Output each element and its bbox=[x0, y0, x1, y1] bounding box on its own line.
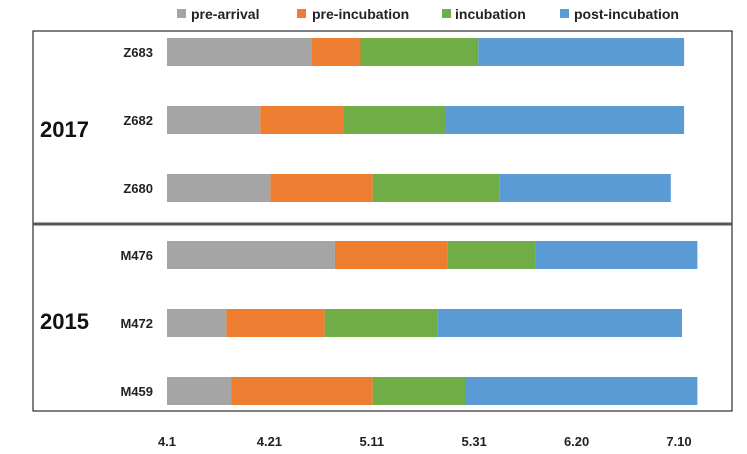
x-tick-label: 6.20 bbox=[564, 434, 589, 449]
bar-segment-m459-incubation bbox=[372, 377, 466, 405]
legend-swatch-post-incubation bbox=[560, 9, 569, 18]
bar-segment-m472-incubation bbox=[324, 309, 438, 337]
bar-segment-m459-pre-arrival bbox=[167, 377, 232, 405]
category-label-m459: M459 bbox=[120, 384, 153, 399]
group-label-2017: 2017 bbox=[40, 117, 89, 142]
category-labels: Z683 Z682 Z680 M476 M472 M459 bbox=[120, 45, 153, 399]
legend-swatch-incubation bbox=[442, 9, 451, 18]
bar-segment-z683-post-incubation bbox=[478, 38, 685, 66]
category-label-m476: M476 bbox=[120, 248, 153, 263]
bar-segment-m472-pre-incubation bbox=[226, 309, 325, 337]
group-label-2015: 2015 bbox=[40, 309, 89, 334]
bar-segment-m459-post-incubation bbox=[466, 377, 698, 405]
x-axis-ticks: 4.1 4.21 5.11 5.31 6.20 7.10 bbox=[158, 434, 692, 449]
bars bbox=[167, 38, 698, 405]
bar-segment-m476-pre-incubation bbox=[334, 241, 448, 269]
bar-segment-m476-incubation bbox=[447, 241, 536, 269]
bar-segment-z680-post-incubation bbox=[499, 174, 671, 202]
legend-swatch-pre-incubation bbox=[297, 9, 306, 18]
bar-segment-z683-incubation bbox=[360, 38, 479, 66]
x-tick-label: 5.31 bbox=[462, 434, 487, 449]
category-label-z680: Z680 bbox=[123, 181, 153, 196]
bar-segment-z683-pre-incubation bbox=[311, 38, 361, 66]
bar-segment-z682-pre-incubation bbox=[260, 106, 344, 134]
bar-segment-z680-incubation bbox=[372, 174, 500, 202]
x-tick-label: 4.1 bbox=[158, 434, 176, 449]
legend: pre-arrival pre-incubation incubation po… bbox=[177, 6, 679, 22]
x-tick-label: 7.10 bbox=[666, 434, 691, 449]
x-tick-label: 5.11 bbox=[360, 434, 385, 449]
legend-swatch-pre-arrival bbox=[177, 9, 186, 18]
x-tick-label: 4.21 bbox=[257, 434, 282, 449]
legend-label-pre-arrival: pre-arrival bbox=[191, 6, 259, 22]
bar-segment-m476-pre-arrival bbox=[167, 241, 335, 269]
bar-segment-z683-pre-arrival bbox=[167, 38, 312, 66]
category-label-z683: Z683 bbox=[123, 45, 153, 60]
bar-segment-z682-post-incubation bbox=[445, 106, 685, 134]
bar-segment-z682-incubation bbox=[343, 106, 446, 134]
bar-segment-z680-pre-arrival bbox=[167, 174, 271, 202]
bar-segment-m472-post-incubation bbox=[437, 309, 682, 337]
bar-segment-m459-pre-incubation bbox=[231, 377, 373, 405]
legend-label-post-incubation: post-incubation bbox=[574, 6, 679, 22]
bar-segment-m476-post-incubation bbox=[535, 241, 698, 269]
category-label-z682: Z682 bbox=[123, 113, 153, 128]
bar-segment-m472-pre-arrival bbox=[167, 309, 227, 337]
legend-label-incubation: incubation bbox=[455, 6, 526, 22]
legend-label-pre-incubation: pre-incubation bbox=[312, 6, 409, 22]
bar-segment-z682-pre-arrival bbox=[167, 106, 261, 134]
category-label-m472: M472 bbox=[120, 316, 153, 331]
bar-segment-z680-pre-incubation bbox=[270, 174, 373, 202]
